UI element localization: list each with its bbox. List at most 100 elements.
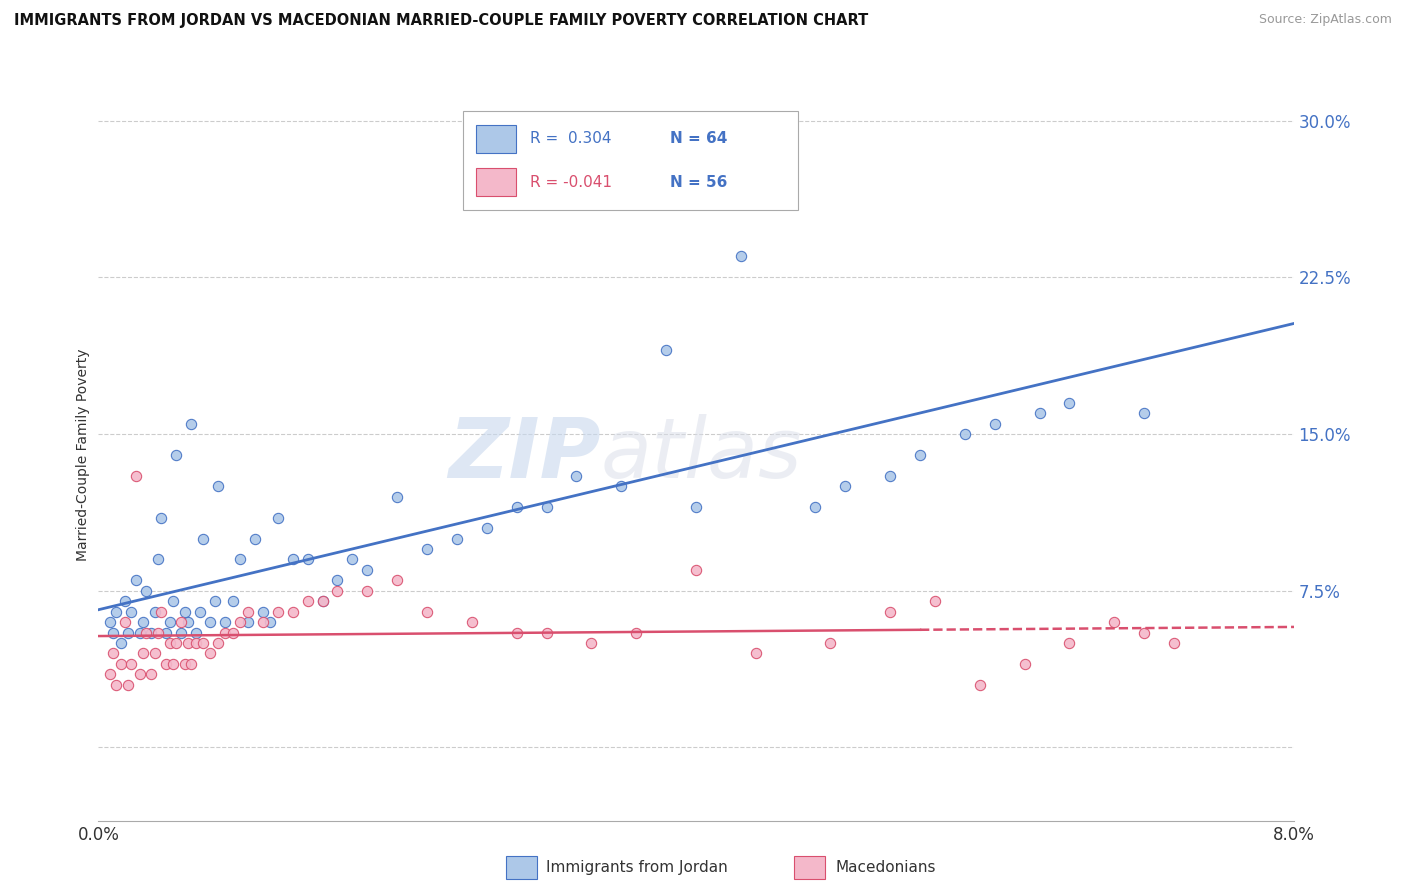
Point: [297, 594, 319, 608]
Point: [162, 657, 184, 671]
Point: [610, 479, 633, 493]
Point: [150, 605, 173, 619]
Point: [1028, 406, 1050, 420]
Point: [461, 615, 484, 629]
Point: [114, 594, 136, 608]
Point: [135, 583, 157, 598]
Point: [879, 468, 901, 483]
Text: N = 64: N = 64: [671, 131, 728, 146]
Point: [150, 510, 173, 524]
Point: [229, 615, 252, 629]
Point: [983, 417, 1005, 431]
Point: [745, 647, 768, 661]
Point: [135, 625, 157, 640]
Point: [159, 636, 181, 650]
Point: [834, 479, 856, 493]
Point: [281, 605, 304, 619]
Point: [506, 625, 529, 640]
Point: [148, 625, 170, 640]
Point: [191, 532, 214, 546]
Point: [1133, 406, 1156, 420]
Point: [236, 605, 259, 619]
Point: [536, 500, 558, 515]
Point: [132, 647, 155, 661]
Point: [908, 448, 931, 462]
Point: [222, 625, 245, 640]
Point: [177, 615, 200, 629]
Point: [165, 448, 187, 462]
Point: [180, 657, 202, 671]
Point: [245, 532, 267, 546]
Point: [311, 594, 333, 608]
Point: [184, 625, 207, 640]
Point: [311, 594, 333, 608]
Point: [200, 615, 222, 629]
Point: [110, 657, 132, 671]
Point: [385, 490, 409, 504]
Point: [624, 625, 647, 640]
Point: [155, 625, 177, 640]
Point: [132, 615, 155, 629]
Point: [506, 500, 529, 515]
Point: [326, 583, 349, 598]
Point: [759, 176, 782, 190]
Text: ZIP: ZIP: [447, 415, 600, 495]
Point: [267, 605, 290, 619]
Point: [162, 594, 184, 608]
Point: [259, 615, 281, 629]
Point: [214, 615, 236, 629]
Point: [416, 605, 439, 619]
Point: [214, 625, 236, 640]
Point: [105, 678, 128, 692]
Point: [148, 552, 170, 566]
Point: [117, 625, 139, 640]
Point: [120, 605, 142, 619]
Point: [1059, 395, 1081, 409]
Point: [110, 636, 132, 650]
Point: [143, 647, 166, 661]
Point: [222, 594, 245, 608]
Point: [685, 563, 707, 577]
Point: [98, 615, 122, 629]
Point: [655, 343, 678, 358]
Point: [416, 541, 439, 556]
Point: [969, 678, 991, 692]
Point: [879, 605, 901, 619]
Text: N = 56: N = 56: [671, 175, 728, 190]
Point: [236, 615, 259, 629]
Point: [174, 657, 197, 671]
Text: Source: ZipAtlas.com: Source: ZipAtlas.com: [1258, 13, 1392, 27]
Point: [342, 552, 364, 566]
Text: IMMIGRANTS FROM JORDAN VS MACEDONIAN MARRIED-COUPLE FAMILY POVERTY CORRELATION C: IMMIGRANTS FROM JORDAN VS MACEDONIAN MAR…: [14, 13, 869, 29]
Point: [174, 605, 197, 619]
Point: [581, 636, 603, 650]
Point: [159, 615, 181, 629]
Point: [139, 625, 162, 640]
Point: [129, 667, 152, 681]
Point: [252, 615, 274, 629]
Point: [385, 574, 409, 588]
Point: [207, 479, 229, 493]
Point: [103, 625, 125, 640]
Point: [356, 563, 378, 577]
Point: [804, 500, 827, 515]
Point: [326, 574, 349, 588]
Point: [139, 667, 162, 681]
Point: [103, 647, 125, 661]
Point: [1059, 636, 1081, 650]
Point: [184, 636, 207, 650]
Point: [356, 583, 378, 598]
Point: [297, 552, 319, 566]
Point: [169, 615, 191, 629]
Point: [169, 625, 191, 640]
Point: [155, 657, 177, 671]
Point: [475, 521, 498, 535]
Point: [117, 678, 139, 692]
Text: Macedonians: Macedonians: [835, 861, 935, 875]
Text: Immigrants from Jordan: Immigrants from Jordan: [546, 861, 727, 875]
Point: [105, 605, 128, 619]
Point: [1102, 615, 1125, 629]
Point: [1133, 625, 1156, 640]
Point: [953, 427, 976, 442]
Point: [281, 552, 304, 566]
